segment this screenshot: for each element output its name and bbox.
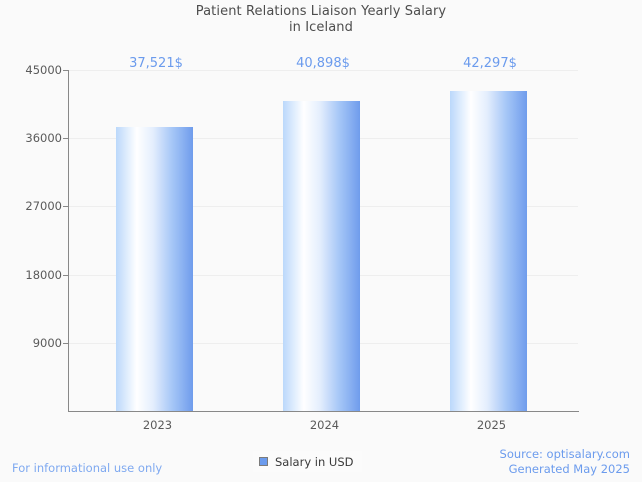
y-tick-label-18000: 18000 [25,268,62,282]
chart-title-subtitle: in Iceland [288,20,354,35]
chart-title: Patient Relations Liaison Yearly Salary … [0,4,642,36]
x-tick-label-2024: 2024 [309,418,340,432]
footer-disclaimer: For informational use only [12,461,163,475]
y-axis-line [68,70,69,412]
bar-value-label-2025: 42,297$ [463,56,517,71]
y-tick-mark-36000 [63,138,68,139]
chart-legend[interactable]: Salary in USD [253,451,362,472]
y-tick-label-36000: 36000 [25,131,62,145]
x-tick-label-2023: 2023 [142,418,173,432]
legend-item-label: Salary in USD [275,454,354,469]
bar-value-label-2023: 37,521$ [129,56,183,71]
bar-value-label-2024: 40,898$ [296,56,350,71]
y-tick-label-9000: 9000 [32,336,62,350]
bars-layer [68,70,578,411]
y-axis: 45000 36000 27000 18000 9000 [0,0,68,482]
footer-source-line: Source: optisalary.com [499,447,630,461]
x-axis-line [68,411,579,412]
bar-2023[interactable] [116,127,193,411]
y-tick-label-45000: 45000 [25,63,62,77]
y-tick-label-27000: 27000 [25,199,62,213]
footer-generated-line: Generated May 2025 [508,462,630,476]
y-tick-mark-18000 [63,275,68,276]
y-tick-mark-45000 [63,70,68,71]
legend-swatch-icon [259,457,268,466]
bar-2025[interactable] [450,91,527,411]
bar-2024[interactable] [283,101,360,411]
x-tick-label-2025: 2025 [476,418,507,432]
chart-title-main: Patient Relations Liaison Yearly Salary [195,4,447,19]
footer-source: Source: optisalary.com Generated May 202… [500,447,630,477]
gridline-45000 [68,70,578,71]
y-tick-mark-9000 [63,343,68,344]
y-tick-mark-27000 [63,206,68,207]
